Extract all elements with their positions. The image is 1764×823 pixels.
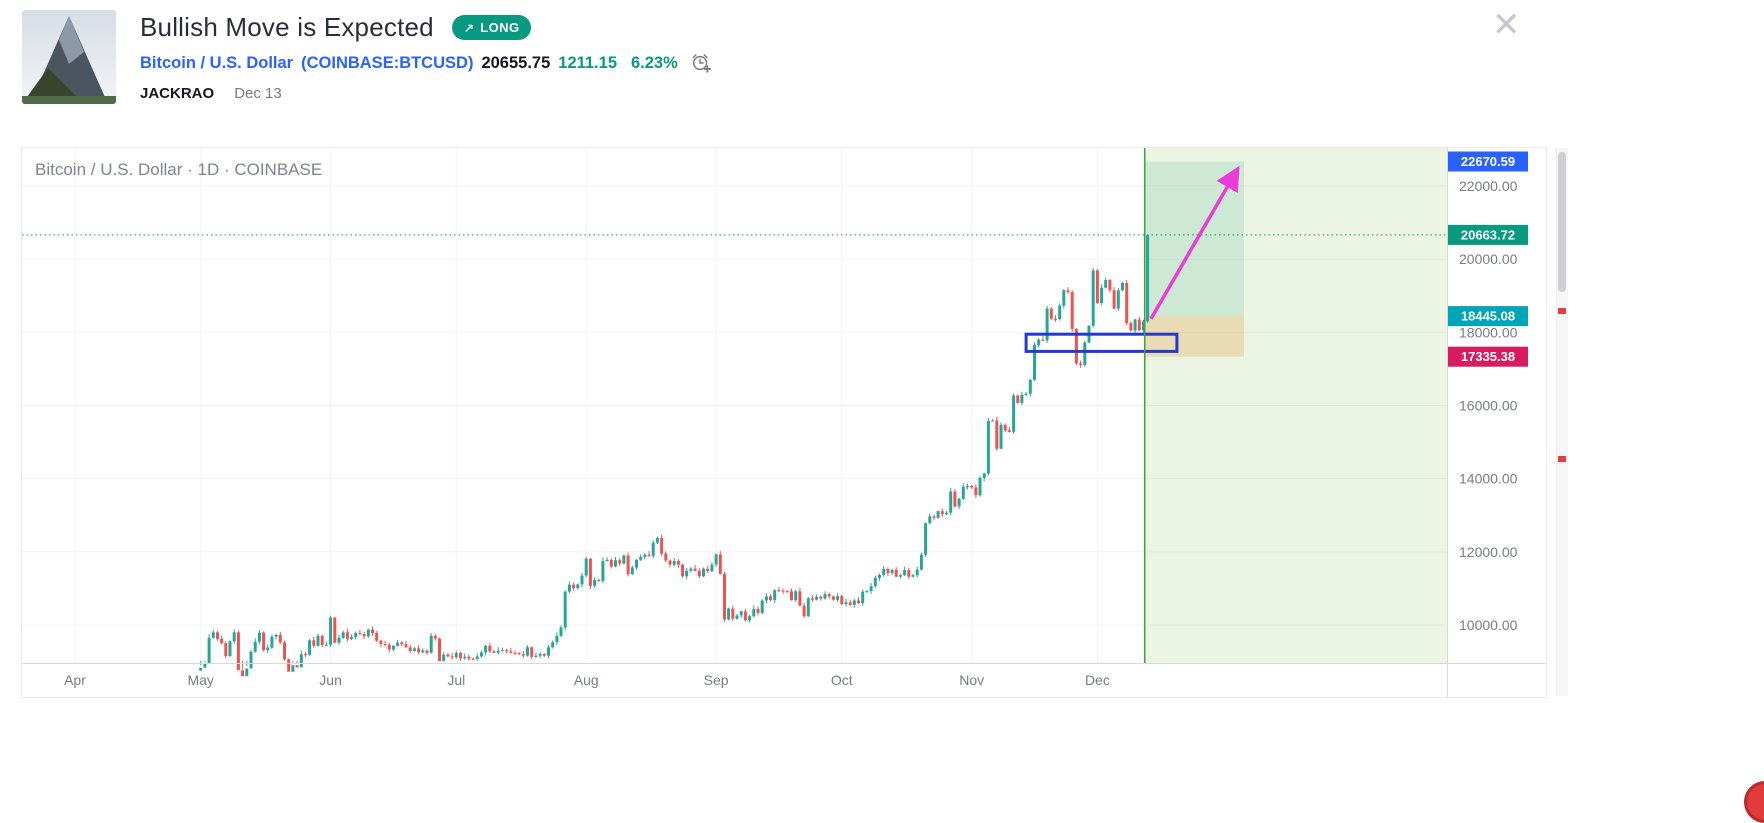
chart-panel[interactable]: 22000.00 20000.00 18000.00 16000.00 14000.00… (21, 147, 1547, 698)
projection-area (1144, 148, 1447, 663)
symbol-price: 20655.75 (481, 53, 551, 72)
svg-text:18000.00: 18000.00 (1459, 324, 1518, 340)
scrollbar-marker (1558, 456, 1566, 462)
svg-text:20663.72: 20663.72 (1461, 227, 1515, 242)
svg-text:May: May (187, 672, 213, 688)
scrollbar-marker (1558, 308, 1566, 314)
svg-text:Oct: Oct (831, 672, 853, 688)
svg-text:16000.00: 16000.00 (1459, 398, 1518, 414)
svg-text:Jul: Jul (447, 672, 465, 688)
author-name[interactable]: JACKRAO (140, 85, 215, 102)
svg-text:Aug: Aug (574, 672, 599, 688)
svg-text:14000.00: 14000.00 (1459, 471, 1518, 487)
scrollbar-thumb[interactable] (1558, 152, 1566, 292)
svg-text:20000.00: 20000.00 (1459, 251, 1518, 267)
svg-text:Sep: Sep (704, 672, 729, 688)
idea-header: Bullish Move is Expected ↗ LONG Bitcoin … (140, 12, 712, 102)
idea-date: Dec 13 (234, 85, 282, 102)
close-icon[interactable]: ✕ (1492, 6, 1521, 44)
svg-text:Jun: Jun (319, 672, 342, 688)
long-badge-label: LONG (480, 20, 520, 35)
page-scrollbar[interactable] (1556, 148, 1568, 696)
record-indicator[interactable] (1744, 781, 1764, 823)
idea-title: Bullish Move is Expected (140, 12, 434, 42)
candlestick-chart[interactable]: 22000.00 20000.00 18000.00 16000.00 14000.00… (22, 148, 1546, 697)
svg-text:22000.00: 22000.00 (1459, 178, 1518, 194)
long-arrow-icon: ↗ (463, 20, 475, 35)
svg-text:Nov: Nov (959, 672, 984, 688)
symbol-name-link[interactable]: Bitcoin / U.S. Dollar (140, 53, 294, 72)
svg-text:22670.59: 22670.59 (1461, 154, 1515, 169)
price-labels: 22670.59 20663.72 18445.08 17335.38 (1448, 151, 1528, 367)
long-badge: ↗ LONG (451, 15, 532, 40)
symbol-ticker-link[interactable]: (COINBASE:BTCUSD) (301, 53, 474, 72)
svg-text:17335.38: 17335.38 (1461, 349, 1515, 364)
author-avatar[interactable] (22, 10, 116, 104)
support-zone-box[interactable] (1024, 332, 1179, 353)
time-axis[interactable]: Apr May Jun Jul Aug Sep Oct Nov Dec (64, 672, 1110, 688)
svg-text:10000.00: 10000.00 (1459, 617, 1518, 633)
svg-text:Apr: Apr (64, 672, 86, 688)
avatar-image (22, 10, 116, 104)
svg-text:Dec: Dec (1085, 672, 1110, 688)
symbol-change: 1211.15 (558, 53, 617, 72)
symbol-row: Bitcoin / U.S. Dollar (COINBASE:BTCUSD) … (140, 52, 712, 74)
add-alert-icon[interactable] (690, 52, 712, 74)
symbol-change-pct: 6.23% (631, 53, 678, 72)
svg-text:12000.00: 12000.00 (1459, 544, 1518, 560)
svg-text:18445.08: 18445.08 (1461, 309, 1515, 324)
candles-layer (199, 234, 1150, 677)
bullish-arrow[interactable] (1149, 165, 1240, 320)
price-axis[interactable]: 22000.00 20000.00 18000.00 16000.00 14000.00… (1459, 178, 1518, 633)
grid-lines (22, 148, 1447, 663)
